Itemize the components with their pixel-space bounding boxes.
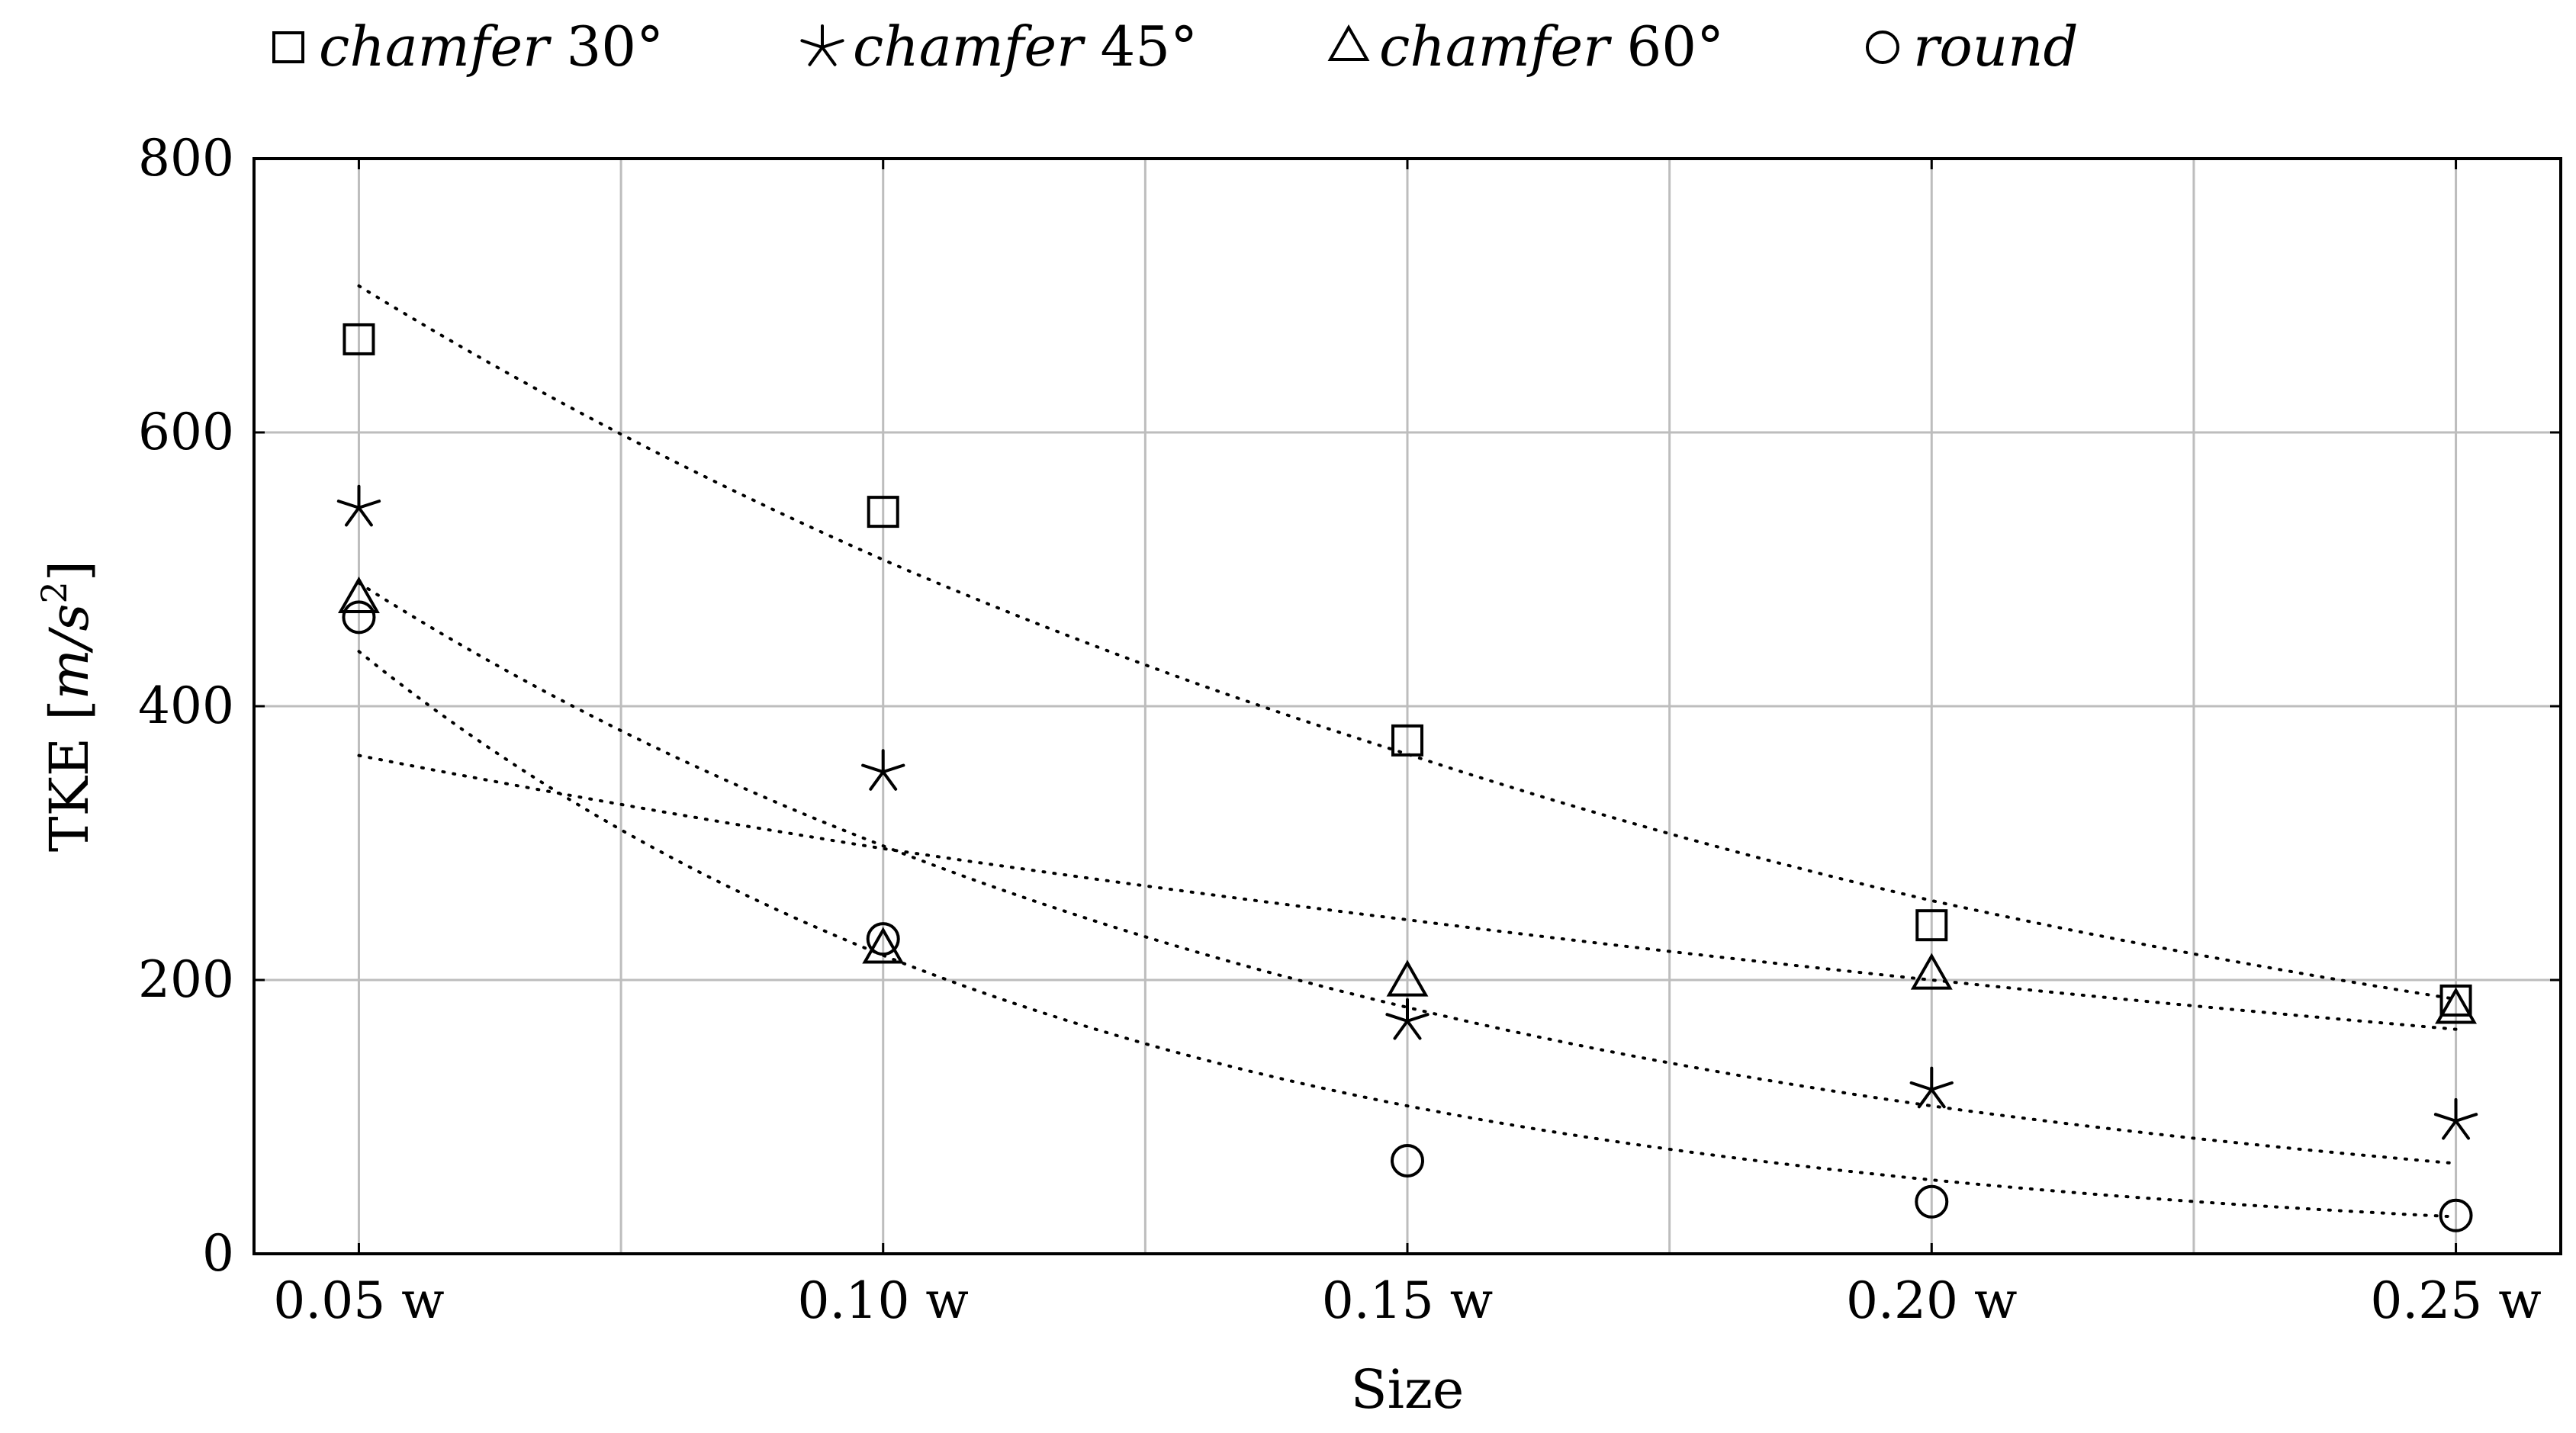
y-axis-title-bracket-close: ]: [38, 561, 101, 581]
y-axis-title-bracket-open: [: [38, 699, 101, 720]
data-point-circle: [1391, 1143, 1424, 1178]
legend-item-triangle: chamfer 60°: [1327, 14, 1724, 79]
legend-marker-star: [800, 24, 844, 66]
data-point-circle: [2439, 1198, 2473, 1232]
data-point-square: [867, 496, 899, 529]
legend-label-suffix: 45°: [1083, 14, 1198, 79]
y-tick-label: 200: [138, 950, 234, 1009]
data-point-circle: [866, 922, 900, 956]
data-point-star: [1909, 1066, 1954, 1109]
data-point-square: [1915, 909, 1948, 942]
legend-item-circle: round: [1866, 14, 2079, 79]
data-point-star: [336, 484, 381, 527]
trend-line-triangle: [357, 753, 2458, 1031]
axis-ticks: 0.05 w 0.10 w 0.15 w 0.20 w 0.25 w 0 200 400 600…: [138, 129, 2561, 1330]
legend-label-suffix: 30°: [549, 14, 664, 79]
data-point-circle: [1915, 1184, 1949, 1219]
legend-marker-square: [272, 31, 304, 63]
y-axis-title-main: TKE: [38, 721, 101, 852]
legend-label: round: [1913, 14, 2079, 79]
trend-lines: [357, 284, 2458, 1219]
data-point-triangle: [338, 576, 380, 613]
y-axis-title: TKE [m/s2]: [34, 561, 101, 852]
data-point-star: [1385, 998, 1430, 1040]
data-point-triangle: [2435, 987, 2477, 1024]
legend-label-main: chamfer: [1379, 14, 1612, 79]
data-point-square: [343, 323, 375, 355]
y-axis-title-exponent: 2: [34, 581, 75, 603]
x-tick-label: 0.10 w: [798, 1271, 969, 1330]
data-point-triangle: [862, 927, 905, 964]
y-axis-title-unit: m/s: [38, 604, 101, 700]
data-point-star: [2433, 1097, 2478, 1140]
legend-item-star: chamfer 45°: [800, 14, 1198, 79]
legend-label-main: chamfer: [853, 14, 1085, 79]
y-tick-label: 400: [138, 676, 234, 735]
data-point-star: [861, 749, 905, 791]
data-point-triangle: [1386, 959, 1429, 997]
data-markers: [336, 323, 2478, 1232]
legend-item-square: chamfer 30°: [272, 14, 664, 79]
data-point-circle: [342, 600, 376, 635]
legend-label: chamfer 60°: [1379, 14, 1724, 79]
grid-lines: [254, 157, 2561, 1255]
legend-label-main: chamfer: [319, 14, 552, 79]
y-tick-label: 800: [138, 129, 234, 188]
legend-label-suffix: 60°: [1610, 14, 1725, 79]
data-point-square: [1391, 724, 1423, 757]
y-tick-label: 600: [138, 403, 234, 461]
x-tick-label: 0.05 w: [273, 1271, 444, 1330]
x-tick-label: 0.15 w: [1322, 1271, 1493, 1330]
x-tick-label: 0.25 w: [2370, 1271, 2541, 1330]
data-point-triangle: [1910, 953, 1953, 990]
legend: chamfer 30° chamfer 45° chamfer 60° round: [272, 14, 2079, 79]
x-tick-label: 0.20 w: [1846, 1271, 2017, 1330]
data-point-square: [2439, 984, 2472, 1017]
legend-label: chamfer 30°: [319, 14, 664, 79]
legend-label-main: round: [1913, 14, 2079, 79]
legend-marker-circle: [1866, 31, 1899, 64]
legend-marker-triangle: [1327, 24, 1370, 61]
y-tick-label: 0: [202, 1224, 234, 1283]
trend-line-circle: [357, 650, 2458, 1219]
x-axis-title: Size: [1351, 1358, 1465, 1421]
trend-line-star: [357, 581, 2458, 1165]
legend-label: chamfer 45°: [853, 14, 1198, 79]
